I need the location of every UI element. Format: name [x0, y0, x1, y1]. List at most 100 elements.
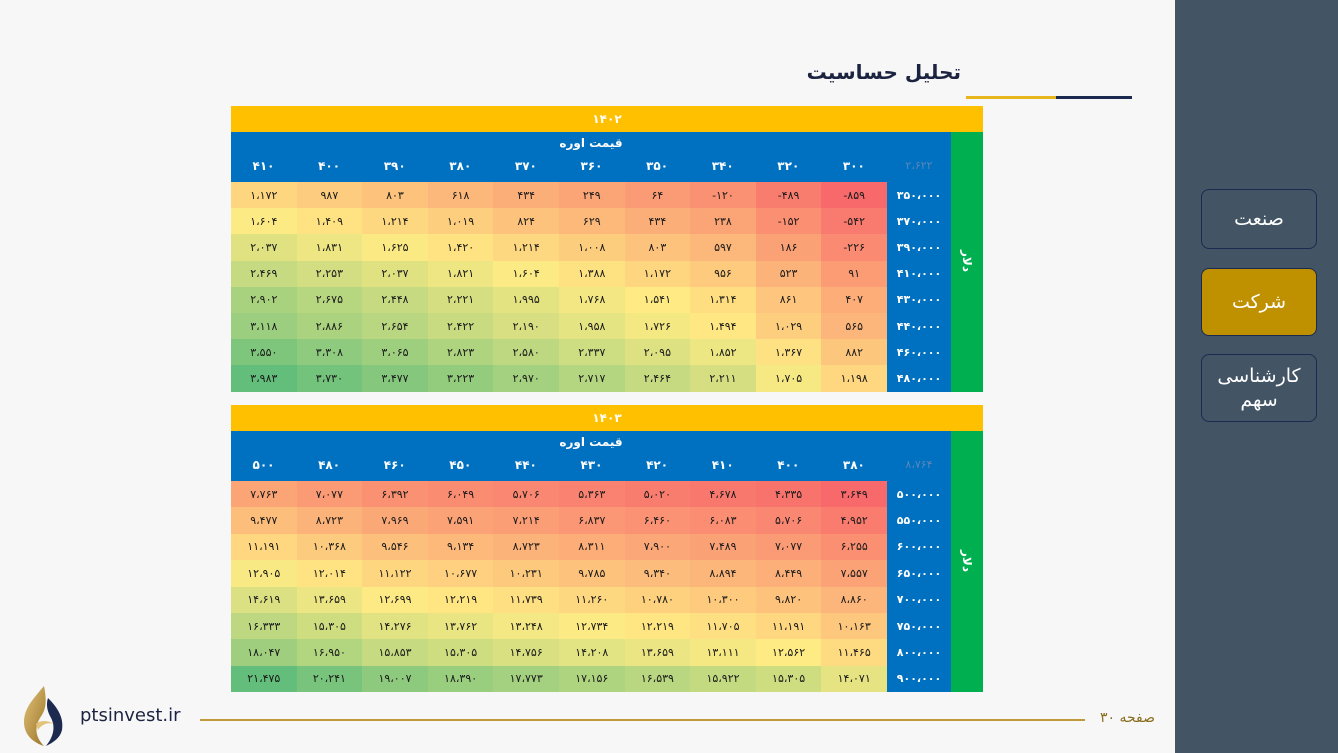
table-cell: ۱۵،۳۰۵	[427, 639, 494, 666]
table-cell: ۲،۶۵۴	[362, 313, 428, 340]
table-cell: ۴۳۴	[493, 182, 559, 209]
table-cell: ۱۱،۷۰۵	[690, 613, 756, 640]
table-cell: ۳،۰۶۵	[362, 339, 428, 366]
table-cell: ۱،۲۱۴	[362, 208, 428, 235]
row-header: ۵۵۰،۰۰۰	[887, 507, 951, 534]
column-header: ۵۰۰	[252, 458, 275, 472]
row-header: ۸۰۰،۰۰۰	[887, 639, 951, 666]
column-caption: قیمت اوره	[559, 435, 623, 449]
table-cell: -۲۲۶	[821, 234, 887, 261]
table-cell: ۷،۷۶۳	[231, 481, 297, 508]
table-cell: ۱۳،۷۶۲	[427, 613, 494, 640]
column-header: ۳۲۰	[777, 159, 800, 173]
column-header: ۴۱۰	[711, 458, 734, 472]
table-cell: ۲،۱۹۰	[493, 313, 559, 340]
column-header: ۳۷۰	[514, 159, 537, 173]
table-cell: ۱۷،۷۷۳	[493, 665, 559, 693]
corner-value: ۸،۷۶۴	[905, 458, 933, 471]
table-cell: ۱۶،۳۳۳	[231, 613, 297, 640]
table-cell: ۱۳،۱۱۱	[690, 639, 756, 666]
table-cell: ۸،۸۶۰	[821, 586, 887, 613]
table-cell: ۴،۶۷۸	[690, 481, 756, 508]
row-header: ۷۰۰،۰۰۰	[887, 586, 951, 613]
table-cell: ۱،۷۲۶	[624, 313, 691, 340]
row-header: ۵۰۰،۰۰۰	[887, 481, 951, 508]
table-cell: ۱،۹۹۵	[493, 286, 559, 313]
table-cell: ۱۹،۰۰۷	[362, 665, 428, 693]
column-header: ۴۳۰	[580, 458, 603, 472]
table-cell: ۴۳۴	[624, 208, 691, 235]
table-cell: ۶،۰۴۹	[427, 481, 494, 508]
table-cell: ۱،۲۱۴	[493, 234, 559, 261]
company-logo-icon	[24, 686, 63, 746]
table-cell: ۵،۳۶۳	[559, 481, 625, 508]
table-cell: ۶۱۸	[427, 182, 494, 209]
table-cell: ۳،۱۱۸	[231, 313, 297, 340]
table-cell: ۹،۷۸۵	[559, 560, 625, 587]
slide: تحلیل حساسیت ۱۴۰۲ قیمت اوره ۲،۶۲۲ ۳۰۰ ۳۲۰ ۳۴۰…	[24, 60, 1156, 746]
column-header: ۴۸۰	[318, 458, 341, 472]
table-cell: ۱۰،۳۶۸	[296, 533, 363, 561]
table-cell: ۱،۱۷۲	[231, 182, 297, 209]
table-cell: -۴۸۹	[755, 182, 822, 209]
sidebar-item-label: کارشناسی سهم	[1217, 365, 1301, 411]
column-header: ۴۶۰	[383, 458, 406, 472]
table-cell: ۱،۴۲۰	[427, 234, 494, 261]
table-cell: ۱۸۶	[755, 234, 822, 261]
table-cell: ۱۴،۶۱۹	[231, 586, 297, 613]
table-cell: ۱،۵۴۱	[624, 286, 691, 313]
table-cell: ۱۱،۱۹۱	[231, 533, 297, 561]
table-cell: ۲۴۹	[559, 182, 625, 209]
table-cell: ۲،۲۲۱	[427, 286, 494, 313]
table-cell: ۶،۲۵۵	[821, 533, 887, 561]
table-cell: ۸۲۴	[493, 208, 559, 235]
table-cell: ۷،۴۸۹	[690, 533, 756, 561]
table-cell: ۱۶،۹۵۰	[296, 639, 363, 666]
footer-website: ptsinvest.ir	[80, 705, 181, 726]
table-cell: ۱۵،۳۰۵	[296, 613, 363, 640]
column-header: ۴۱۰	[252, 159, 275, 173]
row-header: ۴۶۰،۰۰۰	[887, 339, 951, 366]
row-caption-band: دلار	[951, 431, 983, 693]
row-header: ۳۷۰،۰۰۰	[887, 208, 951, 235]
table-cell: ۱،۰۰۸	[559, 234, 625, 261]
table-cell: ۱،۳۶۷	[755, 339, 822, 366]
table-cell: ۱،۳۸۸	[559, 260, 625, 287]
table-cell: ۹،۸۲۰	[755, 586, 822, 613]
table-cell: ۱،۹۵۸	[559, 313, 625, 340]
table-cell: ۱۱،۱۲۲	[362, 560, 428, 587]
table-cell: ۸،۳۱۱	[559, 533, 625, 561]
table-cell: ۱۸،۳۹۰	[427, 665, 494, 693]
table-cell: ۱۰،۶۷۷	[427, 560, 494, 587]
column-header: ۳۵۰	[646, 159, 669, 173]
table-cell: ۷،۵۵۷	[821, 560, 887, 587]
table-cell: ۱۱،۷۳۹	[493, 586, 559, 613]
footer-page-number: صفحه ۳۰	[1100, 710, 1156, 726]
table-cell: ۲،۰۳۷	[231, 234, 297, 261]
table-cell: ۱،۸۳۱	[296, 234, 363, 261]
table-cell: -۱۵۲	[755, 208, 822, 235]
column-header: ۴۵۰	[449, 458, 472, 472]
sidebar-item-stock-analysis[interactable]: کارشناسی سهم	[1201, 354, 1317, 422]
row-header: ۳۵۰،۰۰۰	[887, 182, 951, 209]
sidebar-item-company[interactable]: شرکت	[1201, 268, 1317, 336]
table-cell: ۲،۲۱۱	[690, 365, 756, 392]
table-cell: ۷،۰۷۷	[755, 533, 822, 561]
row-header: ۶۵۰،۰۰۰	[887, 560, 951, 587]
row-caption-band: دلار	[951, 132, 983, 392]
sidebar-item-industry[interactable]: صنعت	[1201, 189, 1317, 249]
table-cell: -۸۵۹	[821, 182, 887, 209]
table-cell: ۱،۴۰۹	[296, 208, 363, 235]
table-cell: ۲،۴۶۹	[231, 260, 297, 287]
table-cell: ۲،۴۶۴	[624, 365, 691, 392]
table-cell: ۵۲۳	[755, 260, 822, 287]
table-cell: ۱۴،۲۰۸	[559, 639, 625, 666]
table-cell: ۹،۱۳۴	[427, 533, 494, 561]
column-header: ۳۸۰	[449, 159, 472, 173]
table-cell: ۹۵۶	[690, 260, 756, 287]
table-cell: ۱۲،۵۶۲	[755, 639, 822, 666]
sidebar: صنعت شرکت کارشناسی سهم	[1175, 0, 1338, 753]
year-header: ۱۴۰۳	[231, 405, 983, 431]
table-cell: ۱۰،۳۰۰	[690, 586, 756, 613]
table-cell: ۲،۵۸۰	[493, 339, 559, 366]
